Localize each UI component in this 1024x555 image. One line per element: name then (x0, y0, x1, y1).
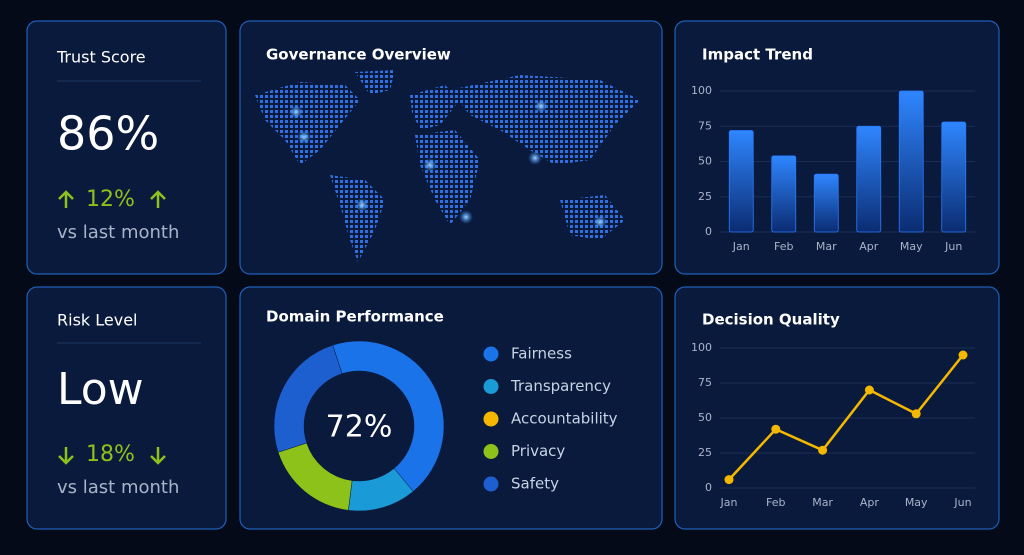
up-arrow (58, 190, 74, 208)
legend-swatch (483, 411, 499, 427)
map-glows (289, 99, 607, 229)
bar (941, 121, 967, 233)
chart-title: Impact Trend (702, 46, 813, 64)
card-title: Risk Level (57, 311, 137, 330)
kpi-value: 86% (57, 107, 159, 161)
x-tick-label: May (905, 496, 928, 509)
point (911, 409, 921, 419)
legend-label: Fairness (511, 345, 572, 363)
legend-swatch (483, 346, 499, 362)
point (724, 475, 734, 485)
x-tick-label: Feb (766, 496, 785, 509)
x-tick-label: Jan (720, 496, 738, 509)
x-tick-label: Jun (944, 240, 962, 253)
y-tick-label: 75 (698, 119, 712, 132)
y-tick-label: 50 (698, 155, 712, 168)
x-tick-label: Mar (812, 496, 833, 509)
world-map (255, 70, 640, 262)
point (818, 445, 828, 455)
card (26, 20, 227, 275)
bar (813, 173, 839, 233)
bar (856, 125, 882, 233)
x-tick-label: Mar (816, 240, 837, 253)
x-tick-label: Jan (732, 240, 750, 253)
legend-swatch (483, 476, 499, 492)
bar (771, 155, 797, 233)
bar (728, 130, 754, 233)
donut-slice (273, 344, 343, 453)
point (864, 385, 874, 395)
donut-center-label: 72% (326, 410, 393, 445)
bar (898, 90, 924, 233)
kpi-note: vs last month (57, 477, 179, 498)
down-arrow (58, 447, 74, 465)
legend-label: Transparency (510, 377, 611, 395)
y-tick-label: 0 (705, 481, 712, 494)
up-arrow (150, 190, 166, 208)
chart-title: Domain Performance (266, 308, 444, 326)
point (771, 424, 781, 434)
y-tick-label: 25 (698, 190, 712, 203)
legend-swatch (483, 379, 499, 394)
donut-slice (332, 340, 445, 492)
y-tick-label: 50 (698, 411, 712, 424)
x-tick-label: Jun (953, 496, 971, 509)
chart-title: Decision Quality (702, 311, 840, 329)
legend-swatch (483, 444, 499, 459)
line (728, 354, 964, 481)
legend-label: Privacy (511, 442, 565, 460)
kpi-change: 12% (86, 187, 135, 212)
kpi-value: Low (57, 364, 144, 415)
card-title: Trust Score (56, 48, 146, 67)
kpi-note: vs last month (57, 222, 179, 243)
kpi-change: 18% (86, 442, 135, 467)
y-tick-label: 25 (698, 446, 712, 459)
y-tick-label: 75 (698, 376, 712, 389)
down-arrow (150, 447, 166, 465)
x-tick-label: May (900, 240, 923, 253)
legend-label: Accountability (511, 410, 618, 428)
y-tick-label: 0 (705, 225, 712, 238)
legend-label: Safety (511, 475, 559, 493)
x-tick-label: Apr (859, 240, 879, 253)
y-tick-label: 100 (691, 341, 712, 354)
point (958, 350, 968, 360)
y-tick-label: 100 (691, 84, 712, 97)
card-title: Governance Overview (266, 46, 451, 64)
x-tick-label: Apr (860, 496, 880, 509)
x-tick-label: Feb (774, 240, 793, 253)
card (26, 286, 227, 530)
